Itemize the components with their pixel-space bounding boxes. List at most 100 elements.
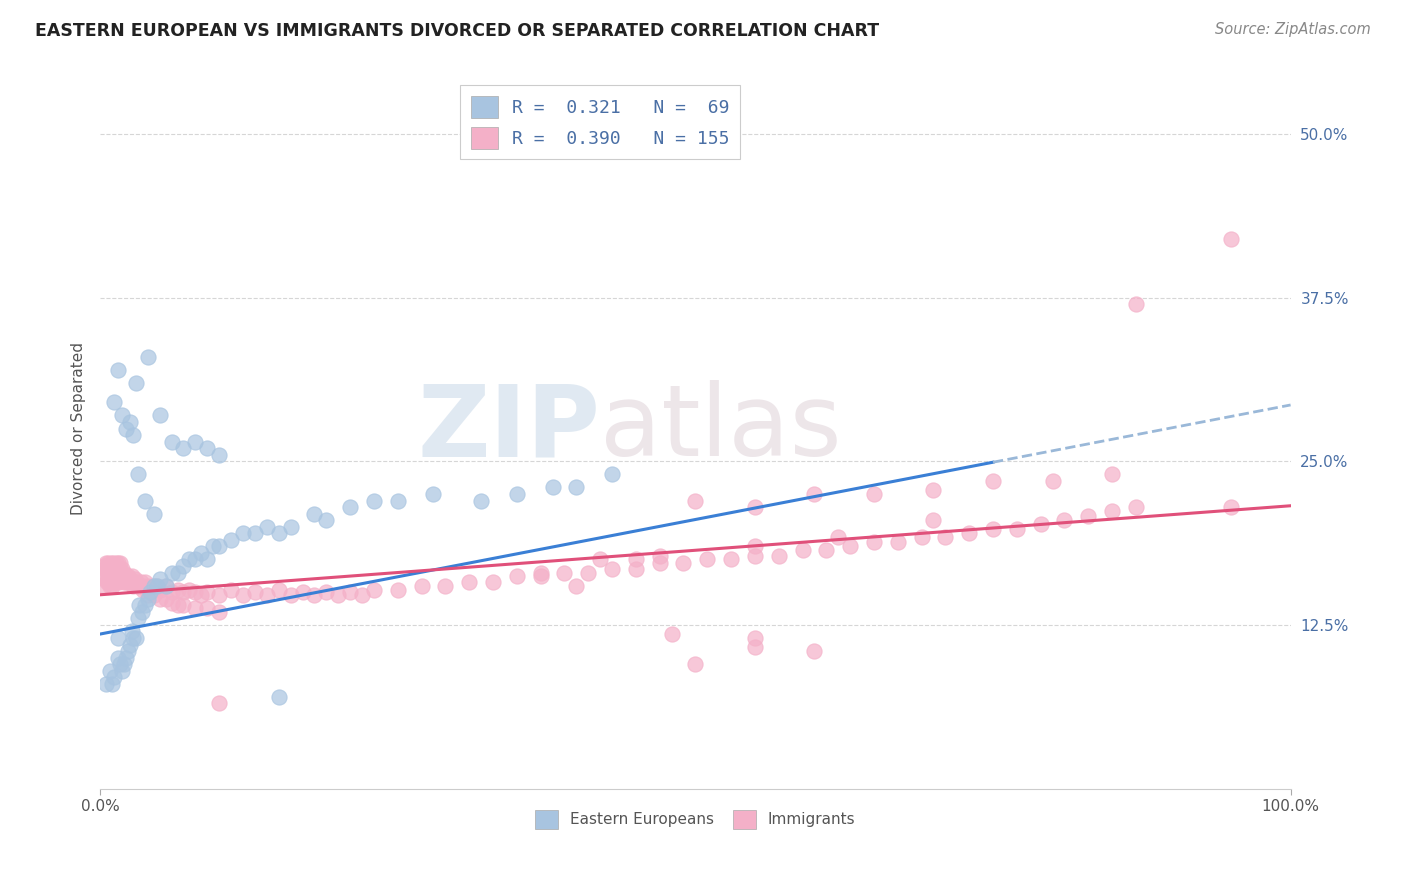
Point [411, 579, 433, 593]
Point [149, 582, 172, 597]
Point [142, 507, 165, 521]
Point [103, 574, 125, 589]
Point [208, 588, 231, 602]
Point [110, 664, 132, 678]
Point [108, 561, 131, 575]
Point [110, 566, 132, 580]
Point [458, 574, 481, 589]
Point [565, 579, 588, 593]
Point [190, 588, 212, 602]
Point [328, 588, 350, 602]
Point [243, 526, 266, 541]
Point [155, 591, 177, 606]
Point [110, 572, 132, 586]
Point [1005, 522, 1028, 536]
Point [142, 588, 165, 602]
Point [101, 579, 124, 593]
Point [387, 493, 409, 508]
Point [887, 535, 910, 549]
Point [685, 657, 707, 672]
Point [208, 448, 231, 462]
Point [172, 559, 194, 574]
Point [184, 600, 207, 615]
Point [363, 493, 385, 508]
Point [232, 588, 254, 602]
Point [118, 574, 141, 589]
Point [125, 376, 148, 390]
Point [100, 557, 122, 571]
Point [863, 535, 886, 549]
Point [149, 591, 172, 606]
Point [149, 409, 172, 423]
Point [118, 415, 141, 429]
Point [94, 561, 117, 575]
Point [957, 526, 980, 541]
Point [208, 539, 231, 553]
Point [506, 569, 529, 583]
Point [124, 572, 146, 586]
Point [470, 493, 492, 508]
Point [280, 519, 302, 533]
Point [112, 566, 135, 580]
Point [1125, 500, 1147, 514]
Point [94, 569, 117, 583]
Point [434, 579, 457, 593]
Point [803, 487, 825, 501]
Point [127, 579, 149, 593]
Point [839, 539, 862, 553]
Point [98, 664, 121, 678]
Point [118, 574, 141, 589]
Point [387, 582, 409, 597]
Point [108, 574, 131, 589]
Point [134, 574, 156, 589]
Point [981, 522, 1004, 536]
Point [219, 533, 242, 547]
Point [304, 507, 326, 521]
Point [291, 585, 314, 599]
Point [134, 599, 156, 613]
Text: ZIP: ZIP [418, 380, 600, 477]
Point [624, 552, 647, 566]
Point [104, 557, 127, 571]
Point [179, 582, 201, 597]
Point [1029, 517, 1052, 532]
Point [94, 677, 117, 691]
Point [115, 574, 138, 589]
Point [256, 588, 278, 602]
Point [803, 644, 825, 658]
Point [112, 657, 135, 672]
Point [115, 569, 138, 583]
Point [98, 579, 121, 593]
Point [363, 582, 385, 597]
Point [190, 546, 212, 560]
Point [315, 513, 337, 527]
Point [136, 350, 159, 364]
Point [131, 605, 153, 619]
Point [118, 572, 141, 586]
Point [172, 599, 194, 613]
Point [208, 605, 231, 619]
Point [565, 480, 588, 494]
Point [541, 480, 564, 494]
Point [117, 644, 139, 658]
Point [118, 638, 141, 652]
Point [107, 569, 129, 583]
Point [136, 591, 159, 606]
Point [184, 434, 207, 449]
Point [104, 569, 127, 583]
Point [96, 561, 118, 575]
Point [149, 572, 172, 586]
Point [184, 552, 207, 566]
Point [110, 409, 132, 423]
Point [160, 596, 183, 610]
Point [267, 526, 290, 541]
Point [232, 526, 254, 541]
Point [267, 582, 290, 597]
Point [117, 569, 139, 583]
Point [103, 561, 125, 575]
Point [160, 434, 183, 449]
Point [256, 519, 278, 533]
Point [1042, 474, 1064, 488]
Point [100, 574, 122, 589]
Point [1101, 467, 1123, 482]
